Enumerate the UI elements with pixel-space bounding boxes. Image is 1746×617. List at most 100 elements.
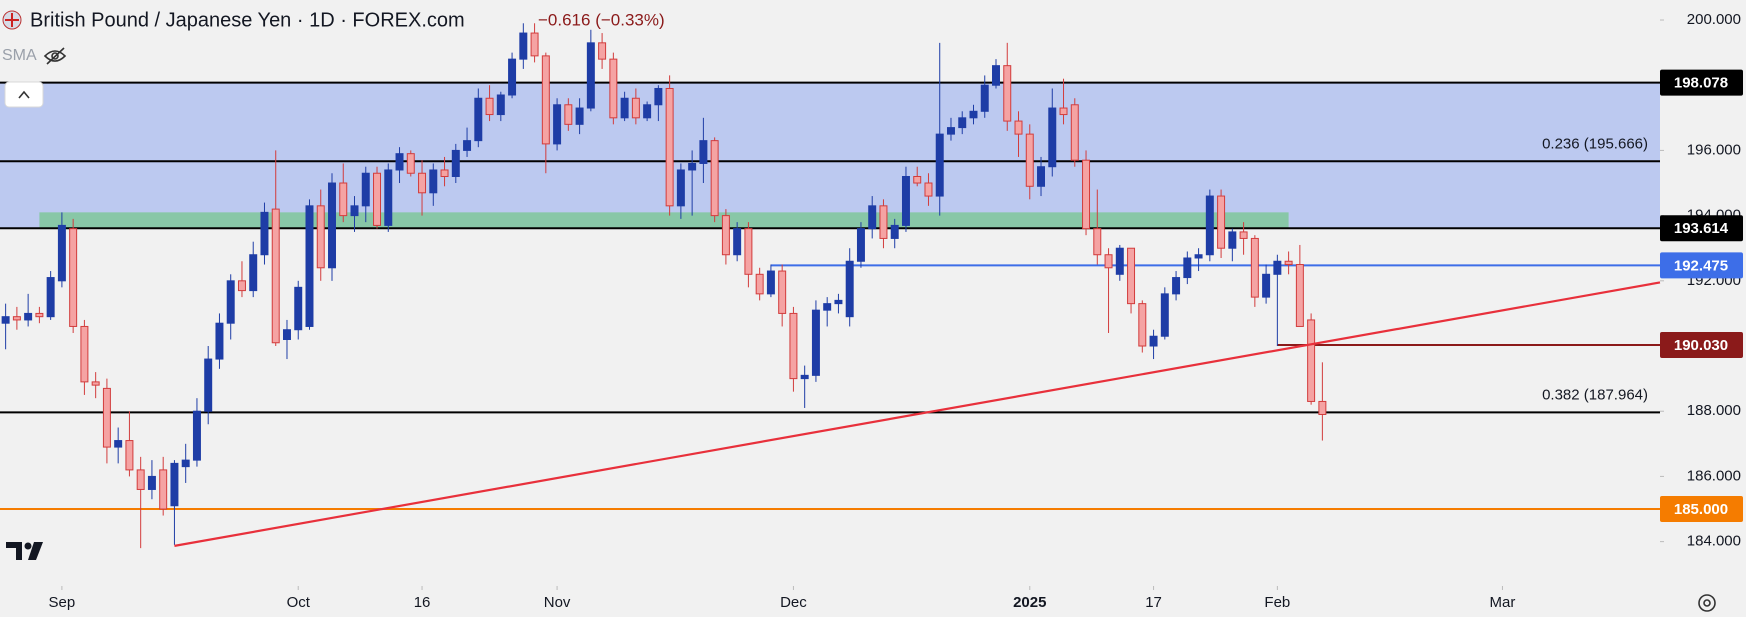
candle-body: [935, 133, 944, 197]
zones: [0, 82, 1660, 229]
candle-body: [1273, 260, 1282, 275]
eye-slash: [46, 47, 65, 65]
candle-body: [1228, 231, 1237, 249]
price-change: −0.616 (−0.33%): [538, 10, 665, 29]
candle-body: [1295, 264, 1304, 327]
button-box: [4, 81, 44, 108]
level-label: 198.078: [1674, 75, 1728, 92]
logo-dot: [24, 542, 32, 550]
candle-body: [800, 374, 809, 380]
candle-body: [755, 273, 764, 295]
candle-body: [1194, 254, 1203, 259]
candle-body: [868, 205, 877, 230]
indicator-label: SMA: [2, 47, 37, 64]
candle-body: [811, 309, 820, 376]
y-tick-label: 196.000: [1687, 141, 1741, 158]
candle-body: [654, 87, 663, 106]
candle-body: [620, 97, 629, 119]
candle-body: [451, 149, 460, 177]
candle-body: [586, 42, 595, 109]
level-label-box: [1660, 215, 1743, 242]
candle-body: [237, 280, 246, 292]
candle-body: [249, 254, 258, 292]
candle-body: [834, 299, 843, 305]
candle-body: [440, 169, 449, 177]
candle-body: [744, 228, 753, 275]
overlay: 0.236 (195.666) 0.382 (187.964): [174, 135, 1661, 547]
candle-body: [856, 228, 865, 262]
candle-body: [1205, 195, 1214, 256]
candle-body: [125, 440, 134, 471]
candle-body: [1070, 104, 1079, 161]
candle-body: [12, 316, 21, 321]
candle-body: [913, 175, 922, 184]
zone: [39, 212, 1289, 229]
settings-button[interactable]: [1698, 594, 1716, 612]
candle-body: [485, 97, 494, 116]
zone: [0, 82, 1660, 229]
candle-body: [181, 459, 190, 468]
y-tick-label: 188.000: [1687, 402, 1741, 419]
candle-body: [474, 97, 483, 142]
candle-body: [519, 32, 528, 60]
level-label: 185.000: [1674, 501, 1728, 518]
candle-body: [676, 169, 685, 207]
candle-body: [631, 97, 640, 119]
candle-body: [879, 205, 888, 239]
candle-body: [992, 65, 1000, 86]
gear-outer: [1698, 594, 1716, 612]
x-tick-label: Mar: [1490, 594, 1516, 611]
x-tick-label: Sep: [49, 594, 76, 611]
candle-body: [688, 162, 697, 171]
candle-body: [1104, 254, 1113, 269]
candle-body: [553, 104, 562, 145]
trendline: [174, 281, 1661, 547]
candle-body: [282, 329, 291, 340]
candle-body: [384, 169, 393, 226]
candle-body: [564, 104, 573, 125]
candle-body: [541, 55, 550, 145]
candle-body: [1172, 277, 1181, 295]
candle-body: [1138, 303, 1147, 347]
candle-body: [1014, 120, 1023, 135]
candle-body: [778, 270, 787, 314]
candle-body: [733, 228, 742, 256]
candle-body: [1025, 133, 1034, 187]
x-tick-label: Nov: [544, 594, 571, 611]
candle-body: [305, 205, 314, 327]
candle-body: [226, 280, 235, 324]
candle-body: [924, 182, 933, 197]
candle-body: [429, 169, 438, 194]
candle-body: [496, 94, 505, 116]
candle-body: [339, 182, 348, 217]
candle-body: [766, 270, 775, 295]
x-tick-label: 17: [1145, 594, 1162, 611]
axis: 200.000196.000194.000192.000188.000186.0…: [49, 11, 1743, 611]
candle-body: [665, 87, 674, 207]
level-label-box: [1660, 252, 1743, 279]
x-tick-label: Dec: [780, 594, 807, 611]
level-label-box: [1660, 332, 1743, 359]
eye-pupil: [51, 52, 59, 60]
candle-body: [1, 316, 10, 324]
candle-body: [643, 104, 652, 119]
candles: [1, 23, 1327, 549]
y-tick-label: 186.000: [1687, 467, 1741, 484]
candle-body: [406, 153, 415, 174]
candle-body: [1093, 228, 1102, 256]
candle-body: [1127, 247, 1136, 305]
candle-body: [260, 211, 269, 256]
visibility-toggle[interactable]: [43, 47, 67, 65]
chart-title: British Pound / Japanese Yen · 1D · FORE…: [30, 9, 465, 31]
collapse-button[interactable]: [4, 81, 44, 108]
candle-body: [598, 42, 607, 60]
logo-part: [6, 542, 22, 560]
candle-body: [463, 140, 472, 151]
x-tick-label: Oct: [287, 594, 311, 611]
level-label-box: [1660, 496, 1743, 523]
level-label-box: [1660, 69, 1743, 96]
tradingview-logo: [6, 542, 43, 560]
candle-body: [80, 325, 89, 383]
candle-body: [1003, 65, 1012, 122]
